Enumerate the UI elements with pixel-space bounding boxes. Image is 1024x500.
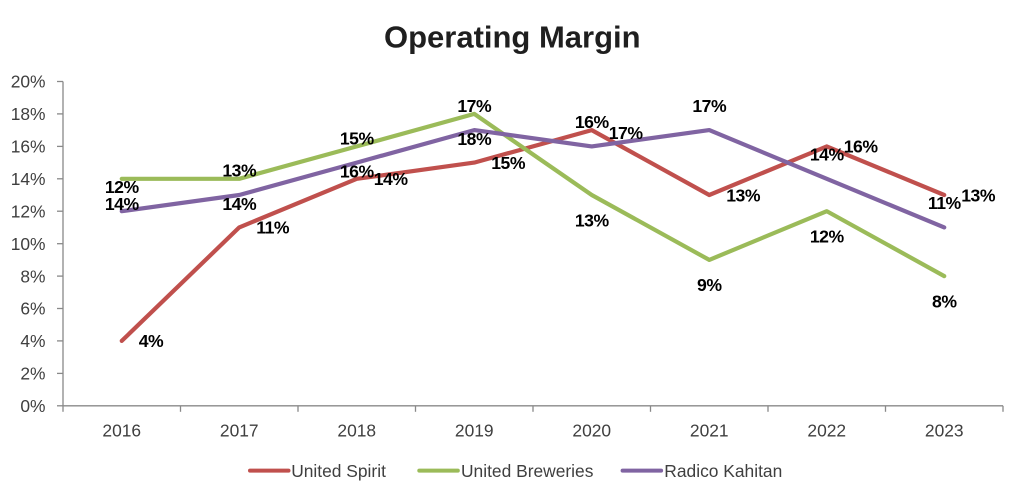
- svg-text:16%: 16%: [844, 137, 879, 157]
- svg-text:14%: 14%: [222, 194, 257, 214]
- svg-text:2019: 2019: [455, 421, 494, 441]
- svg-text:8%: 8%: [932, 291, 957, 311]
- svg-text:18%: 18%: [457, 129, 492, 149]
- svg-text:16%: 16%: [340, 162, 375, 182]
- svg-text:4%: 4%: [20, 331, 45, 351]
- svg-text:United Breweries: United Breweries: [461, 461, 594, 481]
- svg-text:Radico Kahitan: Radico Kahitan: [664, 461, 782, 481]
- svg-text:2020: 2020: [572, 421, 611, 441]
- svg-text:2016: 2016: [102, 421, 141, 441]
- svg-text:13%: 13%: [222, 161, 257, 181]
- svg-text:16%: 16%: [575, 112, 610, 132]
- svg-text:12%: 12%: [105, 177, 140, 197]
- svg-text:17%: 17%: [609, 123, 644, 143]
- svg-text:2018: 2018: [337, 421, 376, 441]
- svg-text:12%: 12%: [11, 201, 46, 221]
- svg-text:9%: 9%: [697, 275, 722, 295]
- svg-text:13%: 13%: [575, 210, 610, 230]
- svg-text:17%: 17%: [692, 96, 727, 116]
- svg-text:16%: 16%: [11, 137, 46, 157]
- svg-text:14%: 14%: [810, 145, 845, 165]
- svg-text:0%: 0%: [20, 396, 45, 416]
- svg-text:15%: 15%: [340, 128, 375, 148]
- svg-text:18%: 18%: [11, 104, 46, 124]
- svg-text:15%: 15%: [491, 153, 526, 173]
- svg-text:2023: 2023: [925, 421, 964, 441]
- svg-text:11%: 11%: [928, 193, 962, 213]
- svg-text:13%: 13%: [726, 185, 761, 205]
- svg-text:Operating Margin: Operating Margin: [384, 20, 641, 55]
- svg-text:14%: 14%: [374, 169, 409, 189]
- svg-text:2%: 2%: [20, 364, 45, 384]
- svg-text:2017: 2017: [220, 421, 259, 441]
- svg-text:12%: 12%: [810, 227, 845, 247]
- svg-text:6%: 6%: [20, 299, 45, 319]
- svg-text:13%: 13%: [961, 185, 996, 205]
- svg-text:20%: 20%: [11, 72, 46, 92]
- svg-text:United Spirit: United Spirit: [291, 461, 386, 481]
- svg-text:14%: 14%: [11, 169, 46, 189]
- svg-text:17%: 17%: [457, 96, 492, 116]
- svg-text:10%: 10%: [11, 234, 46, 254]
- svg-text:2022: 2022: [807, 421, 846, 441]
- svg-text:11%: 11%: [256, 218, 290, 238]
- svg-text:4%: 4%: [139, 331, 164, 351]
- svg-text:8%: 8%: [20, 266, 45, 286]
- svg-text:2021: 2021: [690, 421, 729, 441]
- svg-text:14%: 14%: [105, 194, 140, 214]
